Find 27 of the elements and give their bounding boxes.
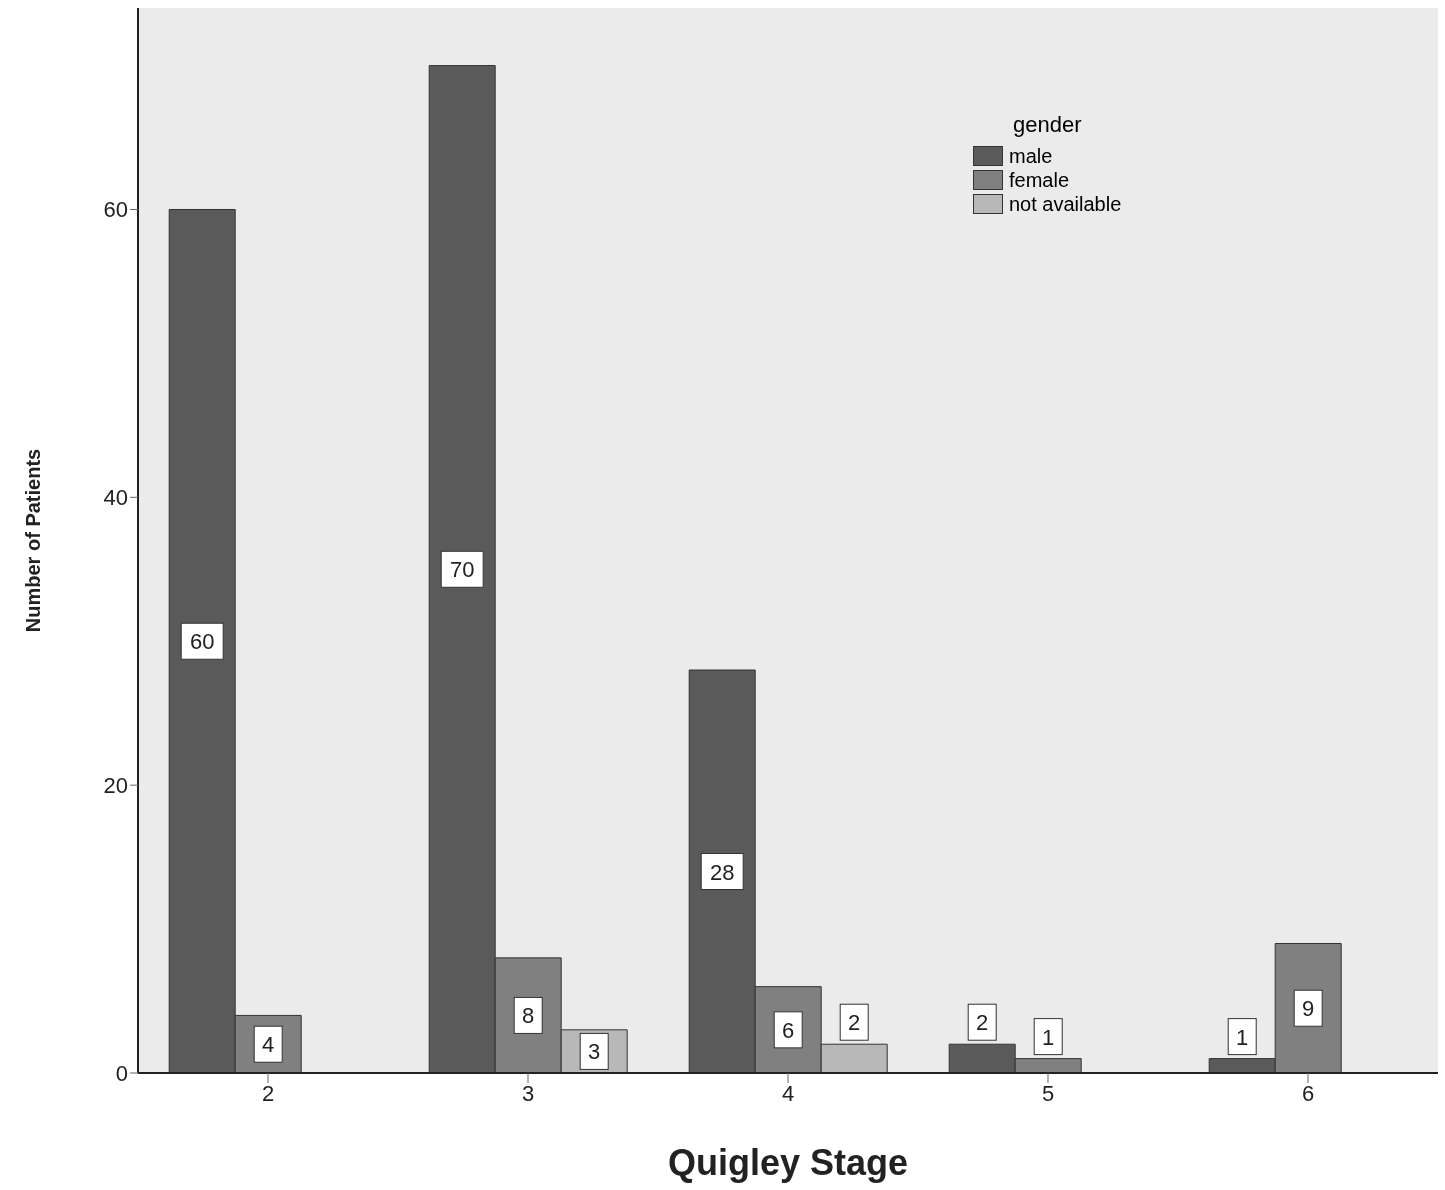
y-tick-label: 20 — [103, 772, 128, 798]
x-tick-label: 2 — [261, 1080, 275, 1106]
data-label: 2 — [976, 1010, 989, 1036]
data-label: 70 — [449, 557, 475, 583]
data-label: 28 — [709, 859, 735, 885]
data-label: 8 — [522, 1003, 535, 1029]
x-axis-title: Quigley Stage — [667, 1142, 909, 1183]
x-tick-label: 3 — [521, 1080, 535, 1106]
data-label: 9 — [1302, 996, 1315, 1022]
data-label: 1 — [1042, 1024, 1055, 1050]
data-label: 6 — [782, 1017, 795, 1043]
y-tick-label: 0 — [115, 1060, 128, 1086]
data-label: 1 — [1236, 1024, 1249, 1050]
legend-label: female — [1008, 168, 1071, 192]
y-axis-title: Number of Patients — [22, 448, 45, 633]
data-label: 60 — [189, 629, 215, 655]
data-label: 4 — [262, 1032, 275, 1058]
data-label: 3 — [588, 1039, 601, 1065]
x-tick-label: 5 — [1041, 1080, 1055, 1106]
y-tick-label: 60 — [103, 197, 128, 223]
data-label: 2 — [848, 1010, 861, 1036]
legend-label: not available — [1008, 192, 1123, 216]
x-tick-label: 6 — [1301, 1080, 1315, 1106]
legend-title: gender — [1013, 112, 1083, 138]
legend-label: male — [1008, 144, 1054, 168]
y-tick-label: 40 — [103, 485, 128, 511]
x-tick-label: 4 — [781, 1080, 795, 1106]
